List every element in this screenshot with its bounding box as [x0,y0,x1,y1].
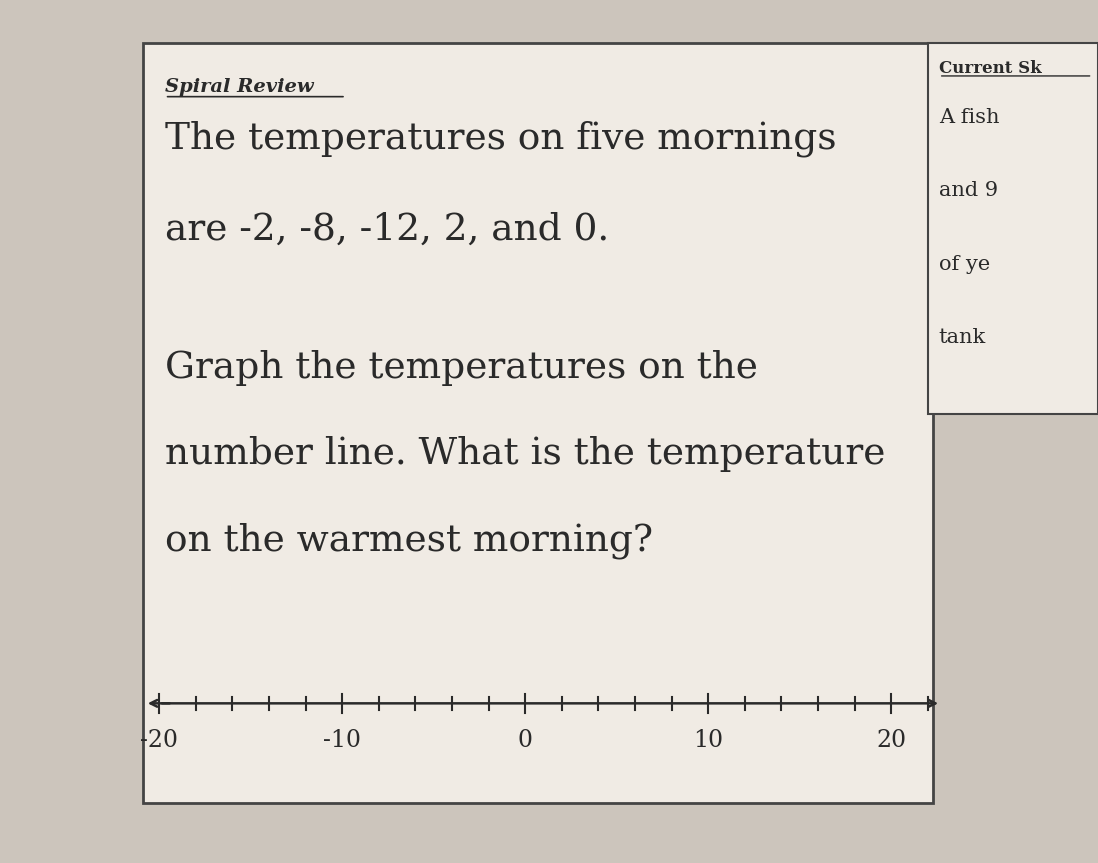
Text: Spiral Review: Spiral Review [165,78,313,96]
Text: -10: -10 [323,729,361,753]
Text: are -2, -8, -12, 2, and 0.: are -2, -8, -12, 2, and 0. [165,211,609,248]
Text: tank: tank [939,328,986,347]
Text: -20: -20 [141,729,178,753]
Text: 10: 10 [693,729,724,753]
Text: Graph the temperatures on the: Graph the temperatures on the [165,350,758,386]
Text: of ye: of ye [939,255,990,274]
FancyBboxPatch shape [143,43,933,803]
Text: A fish: A fish [939,108,1006,127]
Text: and 9: and 9 [939,181,998,200]
Text: on the warmest morning?: on the warmest morning? [165,522,653,558]
Text: 20: 20 [876,729,906,753]
Text: The temperatures on five mornings: The temperatures on five mornings [165,121,837,157]
Text: number line. What is the temperature: number line. What is the temperature [165,436,885,472]
Text: Current Sk: Current Sk [939,60,1042,78]
Text: 0: 0 [518,729,533,753]
FancyBboxPatch shape [928,43,1098,414]
